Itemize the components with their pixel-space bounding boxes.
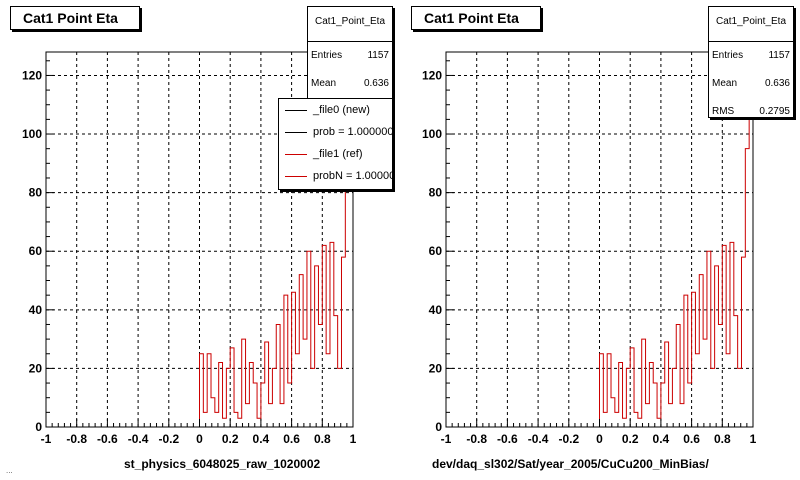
footer-text: ... xyxy=(6,466,13,475)
legend-line xyxy=(285,176,307,177)
right-stats-box: Cat1_Point_Eta Entries 1157 Mean 0.636 R… xyxy=(708,6,794,118)
left-legend: _file0 (new) prob = 1.000000 _file1 (ref… xyxy=(278,98,393,190)
legend-entry: _file0 (new) xyxy=(279,99,392,121)
right-stats-mean-label: Mean xyxy=(712,78,738,89)
left-x-tick-label: -0.6 xyxy=(97,432,118,446)
right-stats-mean-value: 0.636 xyxy=(764,78,790,89)
left-x-tick-label: 0 xyxy=(196,432,203,446)
right-y-tick-label: 120 xyxy=(422,68,442,82)
right-x-tick-label: 0.4 xyxy=(653,432,670,446)
right-stats-entries-row: Entries 1157 xyxy=(709,42,793,70)
legend-entry: _file1 (ref) xyxy=(279,143,392,165)
left-stats-entries-row: Entries 1157 xyxy=(308,42,392,70)
legend-text: prob = 1.000000 xyxy=(313,126,393,138)
left-stats-mean-label: Mean xyxy=(311,78,337,89)
left-x-tick-label: -0.4 xyxy=(128,432,149,446)
legend-text: probN = 1.000000 xyxy=(313,170,393,182)
right-stats-entries-label: Entries xyxy=(712,50,744,61)
left-histogram-series xyxy=(46,72,354,428)
right-x-tick-label: 0.6 xyxy=(683,432,700,446)
left-y-tick-label: 100 xyxy=(22,127,42,141)
right-x-tick-label: -0.6 xyxy=(497,432,518,446)
left-stats-mean-value: 0.636 xyxy=(363,78,389,89)
right-stats-rms-row: RMS 0.2795 xyxy=(709,98,793,126)
left-x-tick-label: 0.6 xyxy=(283,432,300,446)
left-x-tick-label: -1 xyxy=(41,432,52,446)
right-x-axis-title: dev/daq_sl302/Sat/year_2005/CuCu200_MinB… xyxy=(432,457,709,471)
left-y-tick-label: 20 xyxy=(29,361,43,375)
right-y-tick-label: 0 xyxy=(435,420,442,434)
left-x-tick-label: 1 xyxy=(350,432,357,446)
right-y-tick-label: 40 xyxy=(429,303,443,317)
left-x-tick-label: 0.8 xyxy=(314,432,331,446)
right-histogram-series xyxy=(446,72,754,428)
right-stats-mean-row: Mean 0.636 xyxy=(709,70,793,98)
right-y-tick-label: 60 xyxy=(429,244,443,258)
legend-line xyxy=(285,154,307,155)
left-x-tick-label: 0.4 xyxy=(253,432,270,446)
right-y-tick-label: 100 xyxy=(422,127,442,141)
right-x-tick-label: 1 xyxy=(750,432,757,446)
right-y-tick-label: 80 xyxy=(429,186,443,200)
right-x-tick-label: 0.8 xyxy=(714,432,731,446)
left-x-tick-label: -0.8 xyxy=(66,432,87,446)
right-stats-name: Cat1_Point_Eta xyxy=(709,7,793,42)
right-x-tick-label: -0.8 xyxy=(466,432,487,446)
right-stats-rms-value: 0.2795 xyxy=(759,106,790,117)
legend-text: _file1 (ref) xyxy=(313,148,363,160)
legend-line xyxy=(285,132,307,133)
legend-entry: probN = 1.000000 xyxy=(279,165,392,187)
right-stats-entries-value: 1157 xyxy=(768,50,790,61)
legend-line xyxy=(285,110,307,111)
right-x-tick-label: -1 xyxy=(441,432,452,446)
right-x-tick-label: 0 xyxy=(596,432,603,446)
left-stats-name: Cat1_Point_Eta xyxy=(308,7,392,42)
legend-text: _file0 (new) xyxy=(313,104,370,116)
left-stats-mean-row: Mean 0.636 xyxy=(308,70,392,98)
left-y-tick-label: 120 xyxy=(22,68,42,82)
left-stats-entries-value: 1157 xyxy=(367,50,389,61)
left-x-axis-title: st_physics_6048025_raw_1020002 xyxy=(124,457,321,471)
legend-entry: prob = 1.000000 xyxy=(279,121,392,143)
right-stats-rms-label: RMS xyxy=(712,106,735,117)
right-x-tick-label: -0.4 xyxy=(528,432,549,446)
left-x-tick-label: -0.2 xyxy=(158,432,179,446)
left-plot-title: Cat1 Point Eta xyxy=(10,6,140,30)
right-x-tick-label: -0.2 xyxy=(558,432,579,446)
left-y-tick-label: 60 xyxy=(29,244,43,258)
right-x-tick-label: 0.2 xyxy=(622,432,639,446)
left-x-tick-label: 0.2 xyxy=(222,432,239,446)
left-y-tick-label: 40 xyxy=(29,303,43,317)
right-plot-title: Cat1 Point Eta xyxy=(411,6,541,30)
left-y-tick-label: 80 xyxy=(29,186,43,200)
left-y-tick-label: 0 xyxy=(35,420,42,434)
left-stats-entries-label: Entries xyxy=(311,50,343,61)
right-y-tick-label: 20 xyxy=(429,361,443,375)
